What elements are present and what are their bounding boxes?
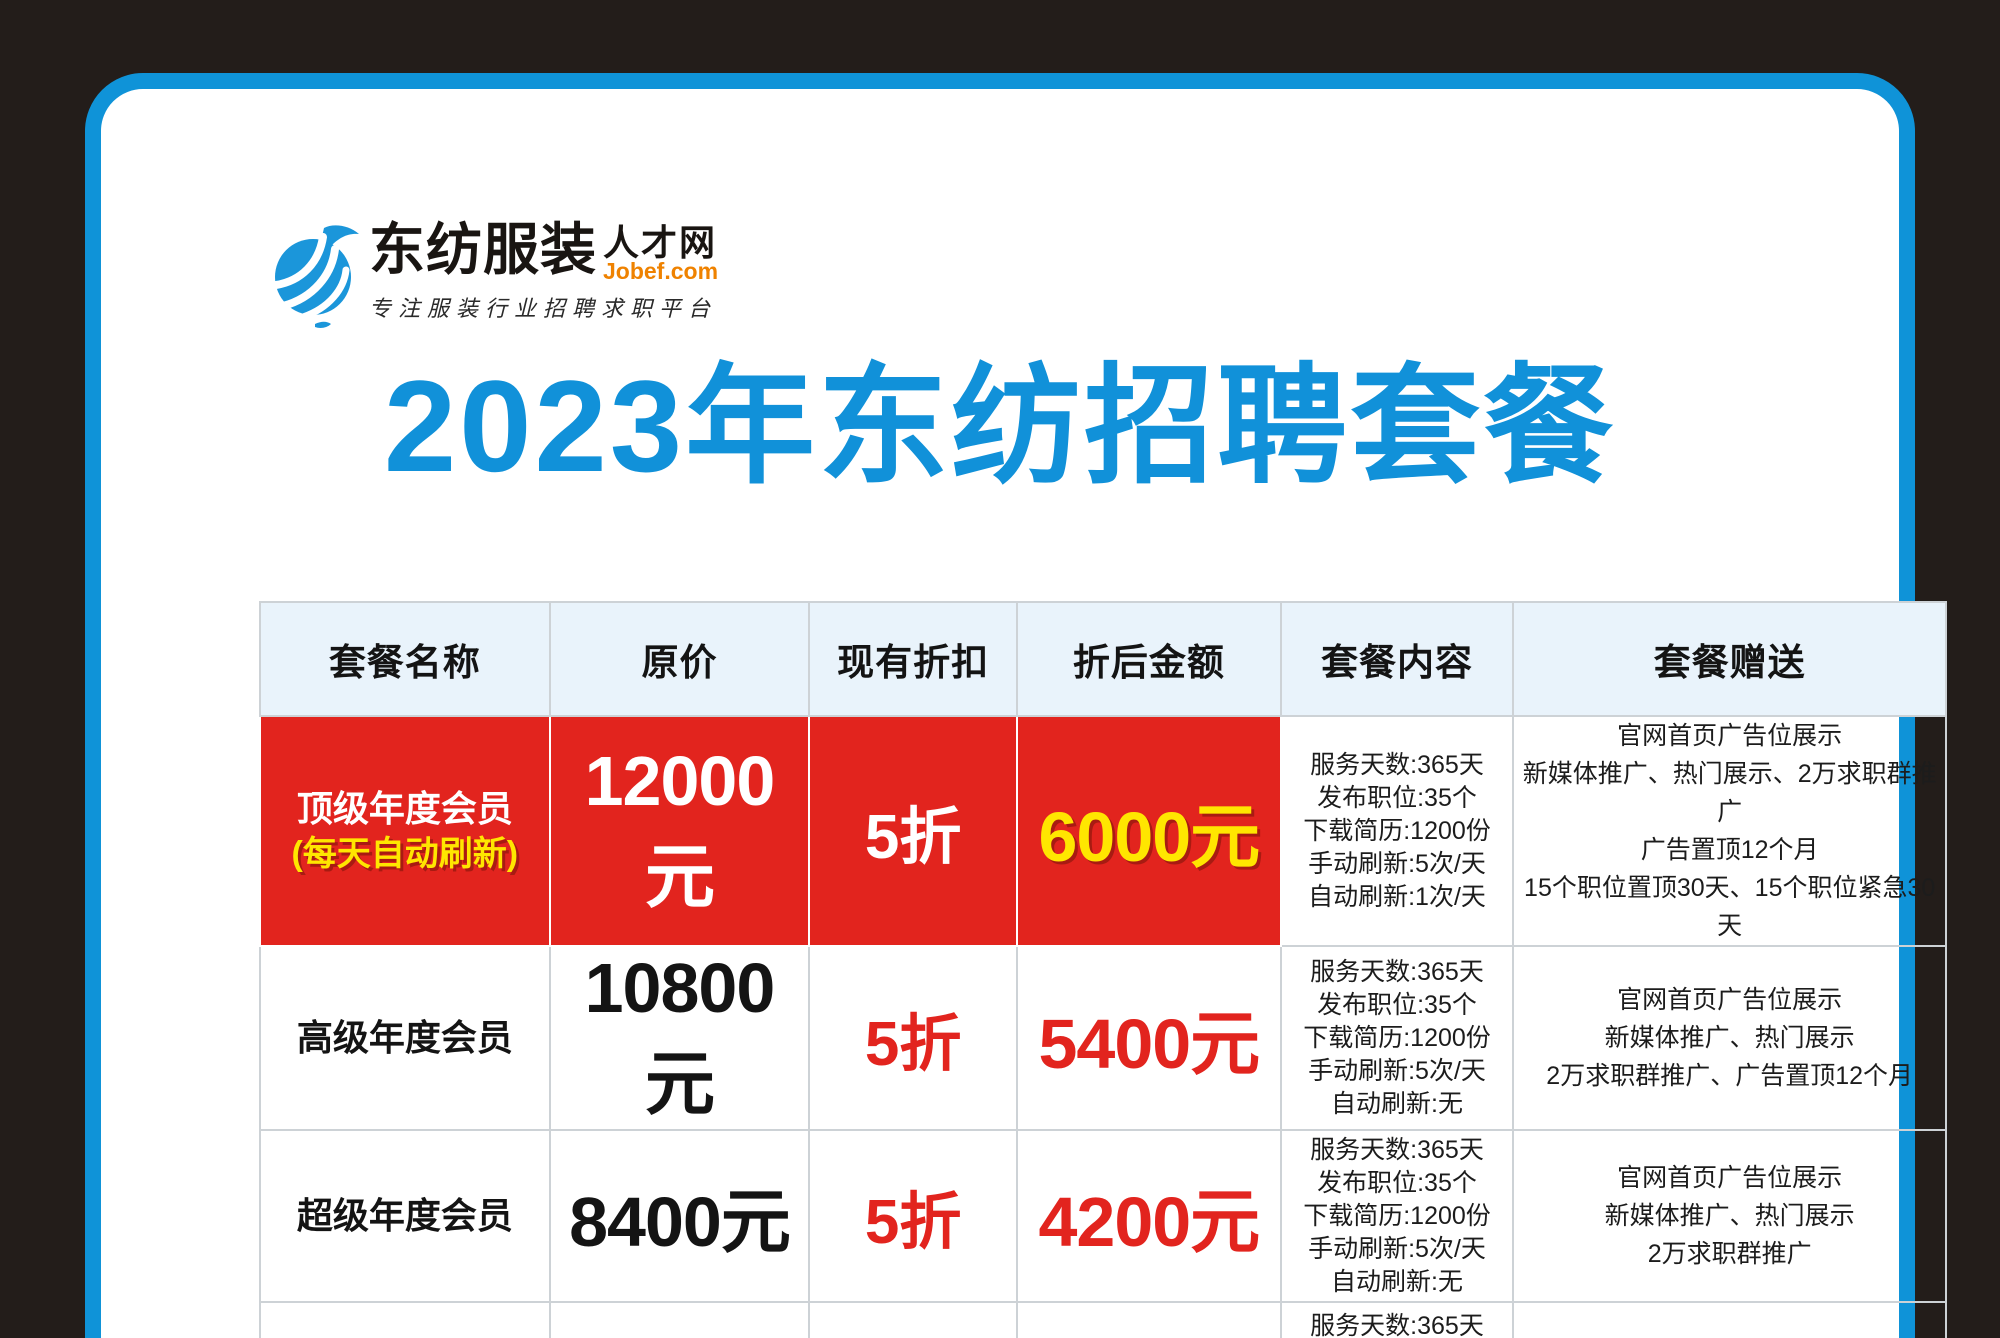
discount: 5折 [808,1301,1018,1338]
package-content: 服务天数:365天 发布职位:35个 下载简历:1200份 手动刷新:5次/天 自动刷新… [1279,945,1515,1131]
package-gift: 官网首页广告位展示 新媒体推广、热门展示 2万求职群推广 [1512,1129,1947,1303]
table-body: 顶级年度会员 (每天自动刷新) 12000元 5折 6000元 服务天数:365… [259,715,1947,1338]
original-price: 8400元 [548,1129,811,1303]
content-line: 下载简历:1200份 [1303,816,1491,845]
content-line: 下载简历:1200份 [1303,1023,1491,1052]
header-final-price: 折后金额 [1015,601,1282,717]
thread-ball-swirl-icon [272,225,359,328]
content-line: 发布职位:35个 [1317,783,1477,812]
final-price: 6000元 [1015,715,1282,947]
content-line: 自动刷新:1次/天 [1308,882,1486,911]
package-name-cell: 超级年度会员 [259,1129,551,1303]
table-row: 顶级年度会员 (每天自动刷新) 12000元 5折 6000元 服务天数:365… [259,715,1947,947]
package-name-cell: 普通年度会员 [259,1301,551,1338]
poster-title: 2023年东纺招聘套餐 [383,353,1617,499]
content-line: 服务天数:365天 [1310,957,1484,986]
package-content: 服务天数:365天发布职位:30个下载简历:670份手动刷新:4次/天自动刷新:… [1279,1301,1515,1338]
package-gift: 官网首页广告位展示新媒体推广、热门展示、2万求职群推广广告置顶12个月 15个职位… [1512,715,1947,947]
logo-domain: Jobef.com [603,258,719,284]
gift-line: 2万求职群推广 [1647,1240,1812,1268]
original-price: 12000元 [548,715,811,947]
discount: 5折 [808,1129,1018,1303]
table-row: 超级年度会员 8400元 5折 4200元 服务天数:365天 发布职位:35个下… [259,1129,1947,1303]
poster-card: 东纺服装 人才网 Jobef.com 专注服装行业招聘求职平台 2023年东纺招… [85,73,1947,1338]
content-line: 服务天数:365天 [1310,750,1484,779]
gift-line: 新媒体推广、热门展示 [1604,1202,1855,1230]
original-price: 6000元 [548,1301,811,1338]
content-line: 服务天数:365天 [1310,1135,1484,1164]
table-header: 套餐名称 原价 现有折扣 折后金额 套餐内容 套餐赠送 [259,601,1947,717]
logo-tagline: 专注服装行业招聘求职平台 [369,296,718,321]
table-row: 普通年度会员 6000元 5折 3000元 服务天数:365天发布职位:30个下… [259,1301,1947,1338]
final-price: 4200元 [1015,1129,1282,1303]
package-content: 服务天数:365天 发布职位:35个 下载简历:1200份 手动刷新:5次/天 自动刷新… [1279,715,1515,947]
header-original-price: 原价 [548,601,811,717]
header-discount: 现有折扣 [808,601,1018,717]
package-name-cell: 高级年度会员 [259,945,551,1131]
package-name-cell: 顶级年度会员 (每天自动刷新) [259,715,551,947]
logo: 东纺服装 人才网 Jobef.com 专注服装行业招聘求职平台 [269,221,718,329]
original-price: 10800元 [548,945,811,1131]
logo-name-main: 东纺服装 [369,218,597,281]
package-gift: 官网首页广告位展示 新媒体推广、热门展示 2万求职群推广、广告置顶12个月 [1512,945,1947,1131]
discount: 5折 [808,945,1018,1131]
content-line: 下载简历:1200份 [1303,1201,1491,1230]
content-line: 自动刷新:无 [1331,1267,1463,1296]
content-line: 发布职位:35个 [1317,1168,1477,1197]
logo-text: 东纺服装 人才网 Jobef.com 专注服装行业招聘求职平台 [369,221,718,323]
gift-line: 新媒体推广、热门展示、2万求职群推广 [1522,760,1937,826]
gift-line: 官网首页广告位展示 [1617,1164,1843,1192]
gift-line: 官网首页广告位展示 [1617,986,1843,1014]
gift-line: 15个职位置顶30天、15个职位紧急30天 [1524,874,1936,940]
final-price: 5400元 [1015,945,1282,1131]
content-line: 手动刷新:5次/天 [1308,849,1486,878]
package-content: 服务天数:365天 发布职位:35个 下载简历:1200份 手动刷新:5次/天 自动刷新… [1279,1129,1515,1303]
header-gift: 套餐赠送 [1512,601,1947,717]
table-row: 高级年度会员 10800元 5折 5400元 服务天数:365天 发布职位:35个… [259,945,1947,1131]
gift-line: 2万求职群推广、广告置顶12个月 [1546,1062,1914,1090]
logo-name-suffix: 人才网 [603,222,718,263]
discount: 5折 [808,715,1018,947]
final-price: 3000元 [1015,1301,1282,1338]
package-name: 顶级年度会员 [296,788,513,829]
header-content: 套餐内容 [1279,601,1515,717]
gift-line: 官网首页广告位展示 [1617,722,1843,750]
gift-line: 广告置顶12个月 [1640,836,1819,864]
package-name: 超级年度会员 [296,1195,513,1236]
package-note: (每天自动刷新) [291,835,519,873]
content-line: 发布职位:35个 [1317,990,1477,1019]
gift-line: 新媒体推广、热门展示 [1604,1024,1855,1052]
content-line: 手动刷新:5次/天 [1308,1234,1486,1263]
content-line: 服务天数:365天 [1310,1311,1484,1338]
content-line: 自动刷新:无 [1331,1089,1463,1118]
content-line: 手动刷新:5次/天 [1308,1056,1486,1085]
header-package-name: 套餐名称 [259,601,551,717]
package-name: 高级年度会员 [296,1017,513,1058]
pricing-table: 套餐名称 原价 现有折扣 折后金额 套餐内容 套餐赠送 顶级年度会员 (每天自动… [259,601,1947,1338]
